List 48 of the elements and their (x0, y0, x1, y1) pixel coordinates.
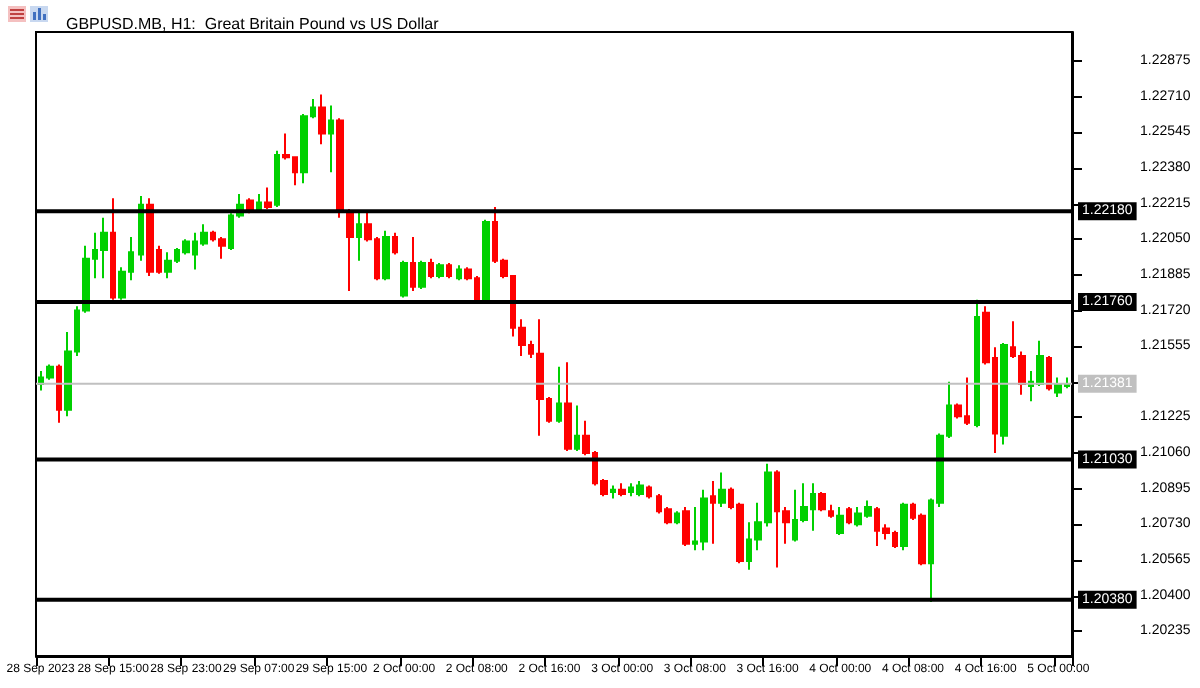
candlestick (1000, 341, 1008, 446)
candlestick (218, 236, 226, 260)
candlestick (700, 488, 708, 552)
candlestick (264, 186, 272, 211)
candlestick (110, 197, 116, 301)
candlestick (564, 361, 572, 452)
candlestick (164, 251, 172, 280)
candlestick (436, 262, 444, 280)
candlestick (710, 480, 716, 545)
candlestick (428, 257, 434, 280)
candlestick (1054, 376, 1062, 398)
candlestick (836, 506, 844, 537)
candlestick (100, 216, 108, 280)
candlestick (556, 365, 562, 424)
candlestick (56, 363, 62, 424)
candlestick (336, 117, 344, 219)
candlestick (674, 510, 680, 526)
candlestick (846, 506, 852, 526)
candlestick (138, 195, 144, 262)
candlestick (818, 490, 826, 513)
candlestick (1046, 354, 1052, 392)
chart-title: GBPUSD.MB, H1: Great Britain Pound vs US Dollar (66, 15, 440, 33)
candlestick (256, 192, 262, 213)
candlestick (356, 210, 362, 262)
candlestick (828, 503, 834, 519)
candlestick (418, 259, 426, 290)
candlestick (900, 501, 908, 552)
candlestick (146, 197, 154, 277)
candlestick (718, 471, 726, 509)
candlestick (446, 262, 452, 280)
candlestick (346, 210, 354, 293)
candlestick (610, 484, 616, 500)
candlestick (392, 231, 398, 256)
candlestick (536, 318, 544, 437)
candlestick (382, 229, 390, 282)
candlestick (482, 218, 490, 303)
candlestick (274, 149, 280, 208)
candlestick (974, 298, 980, 429)
candlestick (636, 480, 644, 498)
candlestick (400, 259, 408, 299)
candlestick (318, 93, 326, 146)
candlestick (456, 264, 462, 282)
candlestick (618, 482, 626, 498)
candlestick (682, 506, 690, 547)
candlestick (410, 236, 416, 293)
candlestick (328, 104, 334, 174)
candlestick (646, 484, 652, 500)
candlestick (574, 404, 580, 452)
